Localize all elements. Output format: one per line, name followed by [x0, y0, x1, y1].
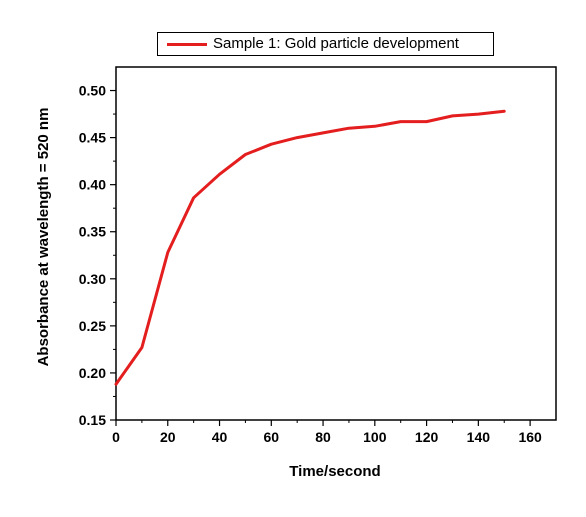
y-axis: 0.15 0.20 0.25 0.30 0.35 0.40 0.45 0.50	[79, 83, 116, 428]
y-axis-title: Absorbance at wavelength = 520 nm	[35, 108, 52, 367]
y-tick-label: 0.40	[79, 177, 106, 193]
x-tick-label: 60	[264, 429, 280, 445]
x-tick-label: 20	[160, 429, 176, 445]
y-tick-label: 0.30	[79, 271, 106, 287]
x-tick-label: 0	[112, 429, 120, 445]
y-tick-label: 0.15	[79, 412, 106, 428]
legend-swatch	[167, 43, 207, 46]
x-tick-label: 140	[467, 429, 491, 445]
legend: Sample 1: Gold particle development	[157, 32, 494, 56]
x-tick-label: 100	[363, 429, 387, 445]
y-tick-label: 0.45	[79, 130, 106, 146]
x-tick-label: 40	[212, 429, 228, 445]
x-tick-label: 120	[415, 429, 439, 445]
x-tick-label: 80	[315, 429, 331, 445]
x-tick-label: 160	[518, 429, 542, 445]
y-tick-label: 0.20	[79, 365, 106, 381]
y-tick-label: 0.35	[79, 224, 106, 240]
x-axis-title: Time/second	[289, 463, 380, 480]
y-tick-label: 0.50	[79, 83, 106, 99]
series-line-1	[114, 109, 506, 386]
series-layer	[114, 109, 506, 386]
legend-label: Sample 1: Gold particle development	[213, 35, 459, 52]
plot-frame	[115, 66, 557, 421]
y-tick-label: 0.25	[79, 318, 106, 334]
x-axis: 0 20 40 60 80 100 120 140 160	[112, 420, 542, 445]
